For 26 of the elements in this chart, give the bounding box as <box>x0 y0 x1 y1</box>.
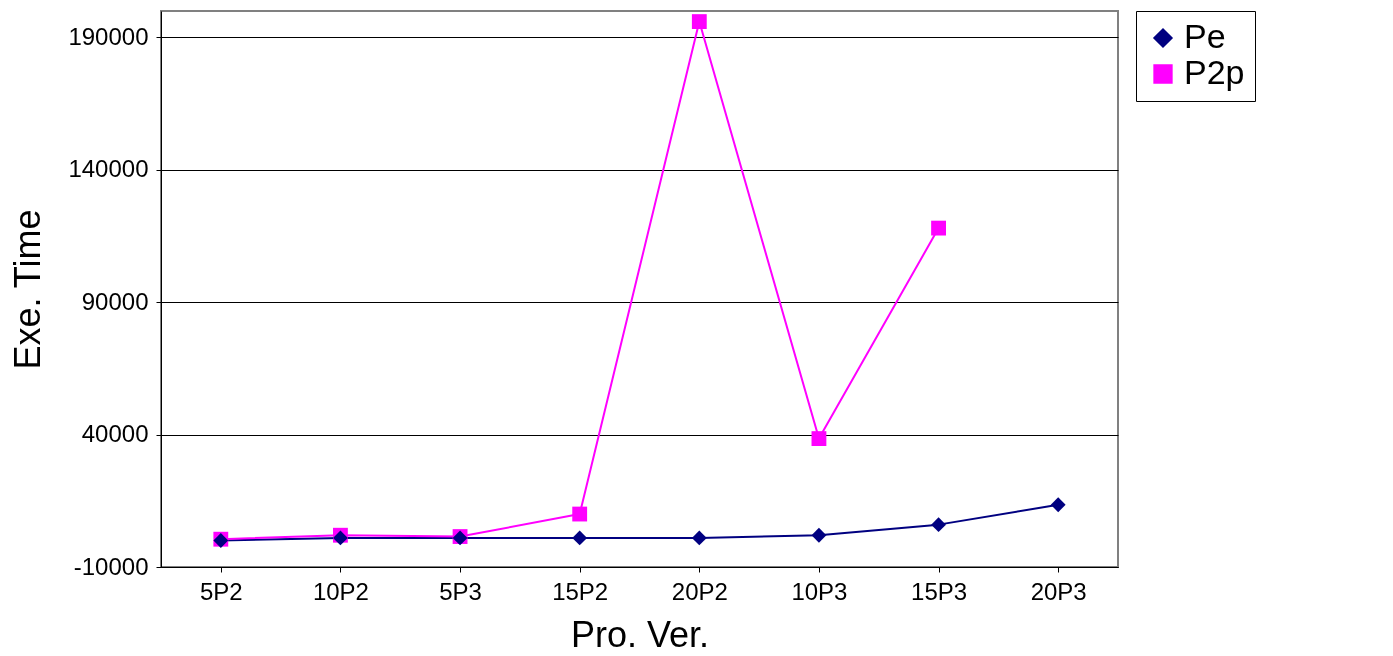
point <box>1050 497 1066 513</box>
x-tick-label: 10P3 <box>791 577 848 605</box>
x-tick-label: 5P2 <box>199 577 243 605</box>
x-tick-label: 15P3 <box>911 577 968 605</box>
y-tick-label: 90000 <box>81 287 149 315</box>
x-tick-label: 5P3 <box>439 577 482 605</box>
point <box>691 530 707 546</box>
x-axis-title: Pro. Ver. <box>570 613 710 655</box>
legend-label: Pe <box>1184 17 1226 55</box>
point <box>811 527 827 543</box>
point <box>572 506 588 522</box>
x-tick-label: 20P3 <box>1030 577 1087 605</box>
point <box>572 530 588 546</box>
legend-label: P2p <box>1184 53 1245 91</box>
x-tick-label: 15P2 <box>552 577 609 605</box>
y-tick-label: -10000 <box>73 552 149 580</box>
y-tick-label: 140000 <box>68 155 149 183</box>
x-tick-label: 10P2 <box>312 577 369 605</box>
y-tick-label: 40000 <box>81 420 149 448</box>
y-axis-title: Exe. Time <box>7 209 49 370</box>
point <box>691 14 707 30</box>
point <box>811 431 827 447</box>
point <box>931 517 946 533</box>
y-tick-label: 190000 <box>68 22 149 50</box>
point <box>931 220 946 236</box>
x-tick-label: 20P2 <box>671 577 728 605</box>
